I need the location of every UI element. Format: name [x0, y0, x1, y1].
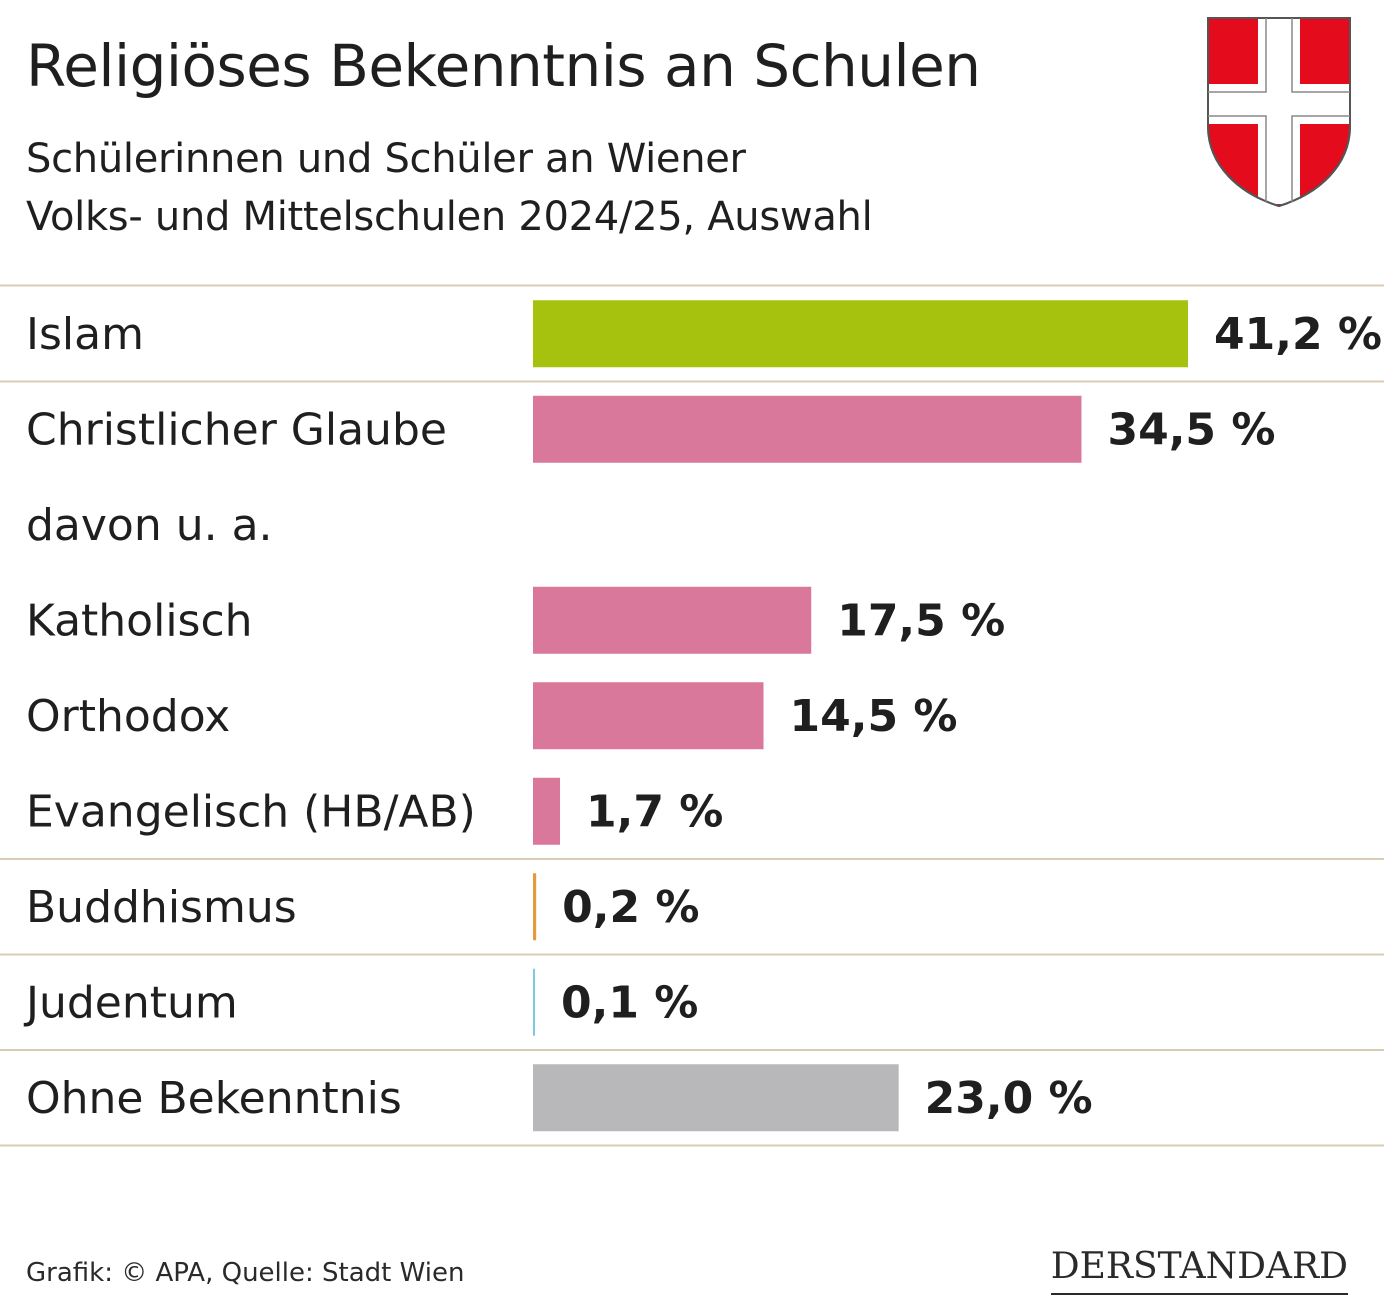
- source-credit: Grafik: © APA, Quelle: Stadt Wien: [26, 1258, 465, 1288]
- bar: [533, 968, 535, 1036]
- bar: [533, 300, 1188, 368]
- row-label: Buddhismus: [26, 882, 297, 933]
- row-label: Orthodox: [26, 691, 230, 742]
- value-label: 0,1 %: [561, 977, 698, 1028]
- bar: [533, 586, 812, 654]
- row-label: Ohne Bekenntnis: [26, 1073, 402, 1124]
- bar: [533, 1064, 899, 1132]
- value-label: 14,5 %: [790, 691, 958, 742]
- row-label: Islam: [26, 309, 144, 360]
- value-label: 17,5 %: [837, 595, 1005, 646]
- subtitle-line-1: Schülerinnen und Schüler an Wiener: [26, 136, 746, 182]
- value-label: 34,5 %: [1107, 404, 1275, 455]
- subtitle-line-2: Volks- und Mittelschulen 2024/25, Auswah…: [26, 194, 873, 240]
- vienna-coat-of-arms-icon: [1207, 17, 1351, 208]
- bar: [533, 873, 537, 941]
- row-label: Katholisch: [26, 595, 253, 646]
- bar-chart: Islam 41,2 % Christlicher Glaube 34,5 % davo…: [0, 284, 1384, 1147]
- row-label: Judentum: [23, 977, 238, 1028]
- value-label: 41,2 %: [1214, 309, 1382, 360]
- row-label: Christlicher Glaube: [26, 404, 447, 455]
- bar: [533, 777, 561, 845]
- row-label: davon u. a.: [26, 500, 273, 551]
- chart-title: Religiöses Bekenntnis an Schulen: [26, 32, 981, 100]
- publisher-logo: DERSTANDARD: [1050, 1246, 1348, 1295]
- bar: [533, 395, 1082, 463]
- value-label: 23,0 %: [925, 1073, 1093, 1124]
- chart-subtitle: Schülerinnen und Schüler an Wiener Volks…: [26, 130, 873, 246]
- bar: [533, 682, 764, 750]
- value-label: 1,7 %: [586, 786, 723, 837]
- value-label: 0,2 %: [562, 882, 699, 933]
- row-label: Evangelisch (HB/AB): [26, 786, 476, 837]
